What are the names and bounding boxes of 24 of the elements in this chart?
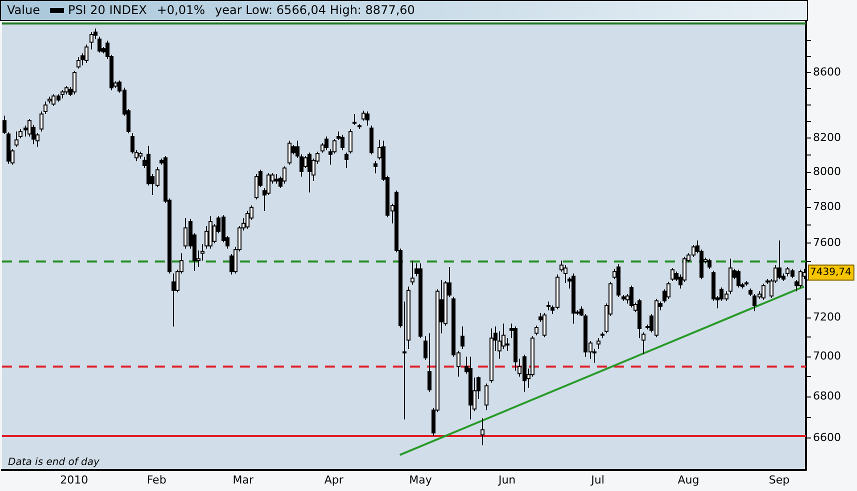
y-tick-label: 7200 [813, 310, 842, 324]
x-tick-label: Jul [590, 473, 604, 486]
x-tick-label: 2010 [60, 473, 88, 486]
y-tick-label: 8200 [813, 131, 842, 144]
legend-label: PSI 20 INDEX [68, 3, 147, 17]
x-tick-label: Mar [232, 473, 254, 486]
y-tick-label: 7600 [813, 236, 842, 250]
y-tick-label: 8600 [813, 65, 842, 78]
annotation: Data is end of day [8, 457, 100, 468]
y-tick-label: 7800 [813, 200, 842, 214]
x-tick-label: Aug [678, 473, 700, 486]
x-tick-label: Apr [324, 473, 344, 486]
x-tick-label: Sep [768, 473, 790, 486]
x-tick-label: May [409, 473, 432, 486]
text: +0,01% [156, 3, 205, 17]
text: year Low: 6566,04 High: 8877,60 [215, 3, 415, 17]
y-tick-label: 8000 [813, 165, 842, 178]
y-tick-label: 6800 [813, 390, 842, 403]
legend-title: Value [7, 3, 40, 17]
x-tick-label: Jun [497, 473, 516, 486]
y-tick-label: 7000 [813, 350, 842, 363]
x-tick-label: Feb [146, 473, 166, 486]
y-tick-label: 6600 [813, 430, 842, 444]
text: 7439,74 [810, 267, 852, 278]
